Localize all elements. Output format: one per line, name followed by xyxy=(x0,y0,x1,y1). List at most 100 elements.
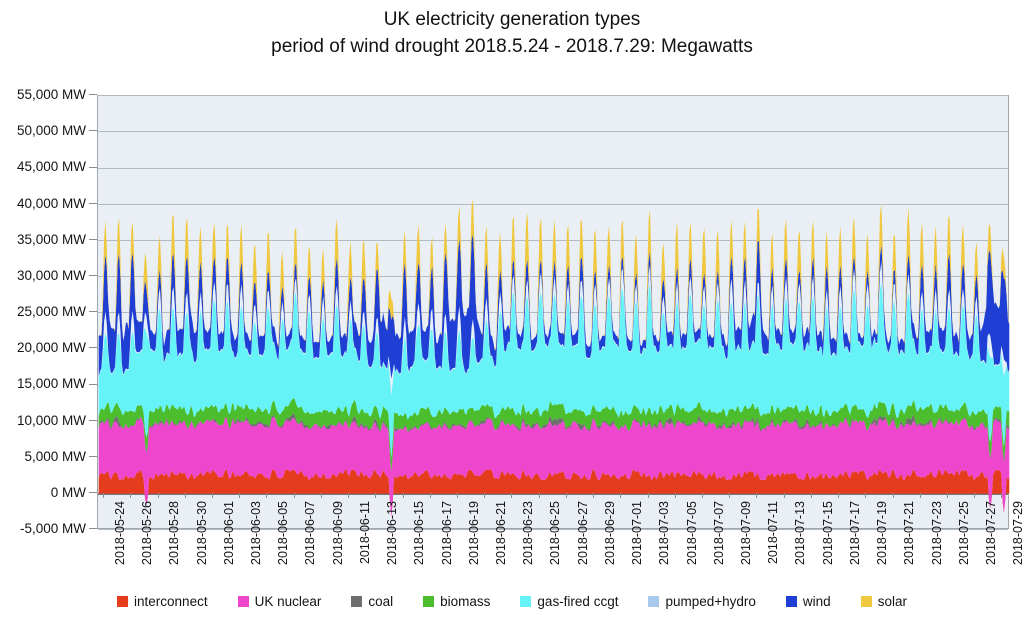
x-axis-tick xyxy=(701,492,703,498)
series-area-gas-fired-ccgt xyxy=(98,282,1010,459)
y-axis-label: 30,000 MW xyxy=(16,267,86,283)
y-axis-tick xyxy=(89,130,97,132)
x-axis-tick xyxy=(266,492,268,498)
x-axis-tick xyxy=(211,492,213,498)
legend-swatch xyxy=(648,596,660,607)
series-area-uk-nuclear xyxy=(98,416,1010,517)
x-axis-label-text: 2018-06-29 xyxy=(602,500,617,565)
series-area-solar xyxy=(98,199,1010,351)
x-axis-tick xyxy=(375,492,377,498)
legend: interconnect UK nuclear coal biomass gas-fir… xyxy=(0,594,1024,609)
y-axis-tick xyxy=(89,492,97,494)
x-axis-tick xyxy=(674,492,676,498)
y-axis-label: 45,000 MW xyxy=(16,159,86,175)
x-axis-label-text: 2018-06-15 xyxy=(412,500,427,565)
x-axis-tick xyxy=(184,492,186,498)
x-axis-tick xyxy=(974,492,976,498)
x-axis-tick xyxy=(103,492,105,498)
y-axis-label: 55,000 MW xyxy=(16,87,86,102)
y-axis-label: 35,000 MW xyxy=(16,231,86,247)
legend-swatch xyxy=(860,596,872,607)
legend-label: gas-fired ccgt xyxy=(537,594,619,609)
x-axis-label-text: 2018-07-09 xyxy=(738,500,753,565)
x-axis-label-text: 2018-07-03 xyxy=(657,500,672,565)
chart-title-line1: UK electricity generation types xyxy=(383,9,641,30)
x-axis-label-text: 2018-06-23 xyxy=(521,500,536,565)
legend-label: interconnect xyxy=(134,594,208,609)
gridline xyxy=(98,131,1008,133)
plot-area xyxy=(97,95,1010,531)
legend-swatch xyxy=(423,596,435,607)
y-axis-label: 5,000 MW xyxy=(24,448,86,464)
y-axis-label: 40,000 MW xyxy=(16,195,86,211)
legend-swatch xyxy=(117,596,129,607)
y-axis-label: 10,000 MW xyxy=(16,412,86,428)
x-axis-label-text: 2018-06-17 xyxy=(439,500,454,565)
x-axis-label-text: 2018-06-21 xyxy=(493,500,508,565)
x-axis-tick xyxy=(538,492,540,498)
x-axis-label-text: 2018-07-29 xyxy=(1011,500,1024,565)
gridline xyxy=(98,203,1008,205)
x-axis-label-text: 2018-06-13 xyxy=(385,500,400,565)
series-area-wind xyxy=(98,234,1010,379)
legend-item-uk-nuclear: UK nuclear xyxy=(237,594,322,609)
legend-label: coal xyxy=(368,594,394,609)
y-axis-tick xyxy=(89,347,97,349)
y-axis-tick xyxy=(89,238,97,240)
legend-item-coal: coal xyxy=(351,594,393,609)
x-axis-label-text: 2018-06-09 xyxy=(330,500,345,565)
series-area-pumped-hydro xyxy=(98,261,1010,396)
x-axis-label-text: 2018-07-05 xyxy=(684,500,699,565)
gridline xyxy=(98,529,1008,531)
y-axis-label: 15,000 MW xyxy=(16,376,86,392)
x-axis-tick xyxy=(810,492,812,498)
y-axis-label: 25,000 MW xyxy=(16,304,86,319)
y-axis-label: 0 MW xyxy=(50,484,86,500)
x-axis-tick xyxy=(892,492,894,498)
x-axis-label-text: 2018-05-28 xyxy=(167,500,182,565)
y-axis-tick xyxy=(89,94,97,96)
x-axis-tick xyxy=(348,492,350,498)
legend-label: UK nuclear xyxy=(254,594,322,609)
y-axis-tick xyxy=(89,202,97,204)
x-axis-label-text: 2018-07-11 xyxy=(766,500,781,564)
y-axis-tick xyxy=(89,311,97,313)
x-axis-label-text: 2018-05-24 xyxy=(112,500,127,565)
x-axis-tick xyxy=(647,492,649,498)
y-axis-label: 50,000 MW xyxy=(16,123,86,139)
legend-swatch xyxy=(520,596,532,607)
x-axis-tick xyxy=(946,492,948,498)
x-axis-tick xyxy=(484,492,486,498)
x-axis-tick xyxy=(429,492,431,498)
x-axis-label-text: 2018-07-15 xyxy=(820,500,835,565)
y-axis-tick xyxy=(89,275,97,277)
x-axis-tick xyxy=(456,492,458,498)
legend-label: pumped+hydro xyxy=(665,594,756,609)
x-axis-label-text: 2018-07-21 xyxy=(902,500,917,565)
x-axis-label-text: 2018-06-25 xyxy=(548,500,563,565)
legend-swatch xyxy=(237,596,249,607)
gridline xyxy=(98,95,1008,97)
legend-item-wind: wind xyxy=(785,594,831,609)
zero-gridline xyxy=(98,493,1008,496)
x-axis-label-text: 2018-07-01 xyxy=(630,500,645,565)
y-axis-tick xyxy=(89,455,97,457)
x-axis-label-text: 2018-05-26 xyxy=(140,500,155,565)
x-axis-tick xyxy=(320,492,322,498)
x-axis-tick xyxy=(402,492,404,498)
x-axis-label-text: 2018-06-19 xyxy=(466,500,481,565)
legend-item-biomass: biomass xyxy=(423,594,490,609)
gridline xyxy=(98,239,1008,241)
x-axis-label-text: 2018-07-19 xyxy=(875,500,890,565)
legend-item-pumped-hydro: pumped+hydro xyxy=(648,594,756,609)
chart-title: UK electricity generation types period o… xyxy=(0,6,1024,60)
legend-item-interconnect: interconnect xyxy=(117,594,208,609)
x-axis-tick xyxy=(293,492,295,498)
x-axis-tick xyxy=(838,492,840,498)
series-area-coal xyxy=(98,413,1010,472)
x-axis-label-text: 2018-07-13 xyxy=(793,500,808,565)
x-axis-label-text: 2018-06-05 xyxy=(276,500,291,565)
legend-item-gas-fired-ccgt: gas-fired ccgt xyxy=(520,594,618,609)
